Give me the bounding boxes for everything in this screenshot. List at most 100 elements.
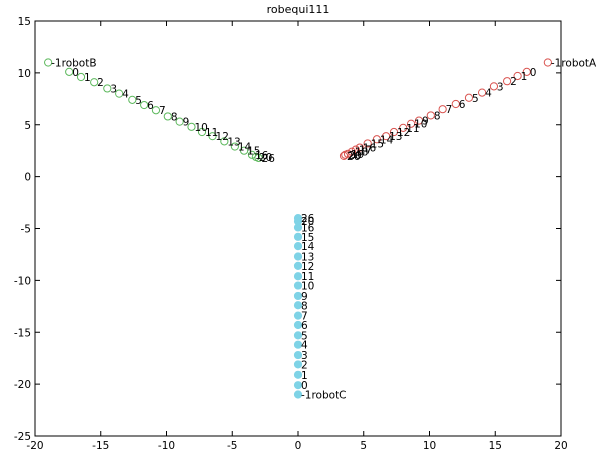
- data-point: [208, 132, 217, 141]
- data-point: [151, 106, 161, 115]
- x-tick-label: 0: [295, 440, 302, 452]
- data-point: [187, 122, 196, 131]
- data-point: [293, 370, 303, 379]
- data-point: [399, 123, 408, 132]
- data-point: [175, 117, 184, 126]
- data-point: [502, 77, 512, 86]
- data-point: [293, 301, 303, 310]
- data-point: [478, 88, 487, 97]
- data-point: [351, 145, 360, 154]
- data-point-label: 3: [497, 81, 504, 93]
- data-point-label: 6: [147, 100, 154, 112]
- data-point: [293, 252, 303, 261]
- data-point: [115, 89, 124, 98]
- data-point-label: 13: [227, 136, 240, 148]
- data-point-label: 3: [301, 350, 308, 362]
- data-point: [293, 281, 303, 290]
- data-point-label: 12: [301, 261, 314, 273]
- data-point-label: 7: [446, 104, 453, 116]
- data-point: [513, 71, 522, 81]
- data-point-label: 0: [530, 67, 537, 79]
- x-tick-label: 15: [489, 440, 502, 452]
- data-point-label: 9: [422, 116, 429, 128]
- data-point-label: 5: [301, 330, 308, 342]
- data-point-label: 1: [84, 72, 91, 84]
- data-point: [438, 105, 447, 114]
- data-point-label: 14: [380, 134, 394, 146]
- y-tick-label: 0: [24, 172, 31, 184]
- data-point-label: 3: [110, 83, 117, 95]
- data-point-label: 20: [348, 150, 361, 162]
- data-point-label: 16: [363, 143, 377, 155]
- series-robotA: -1robotA01234567891011121314151617181920…: [339, 58, 597, 163]
- data-point: [372, 135, 381, 144]
- data-point-label: 5: [472, 93, 479, 105]
- data-point-label: 6: [459, 99, 466, 111]
- data-point-label: 20: [259, 152, 272, 164]
- data-point-label: 2: [301, 359, 308, 371]
- data-point: [293, 311, 303, 320]
- data-point-label: 4: [485, 88, 492, 100]
- data-point-label: 8: [171, 111, 178, 123]
- y-tick-label: -10: [14, 275, 31, 287]
- data-point-label: 2: [510, 76, 517, 88]
- data-point: [65, 67, 74, 76]
- data-point: [363, 139, 372, 148]
- data-point: [414, 116, 424, 125]
- data-point-label: 7: [159, 105, 166, 117]
- data-point: [293, 214, 303, 223]
- data-point-label: 4: [122, 89, 129, 101]
- data-point-label: 15: [371, 138, 384, 150]
- data-point: [426, 111, 435, 120]
- data-point: [293, 232, 303, 241]
- data-point: [90, 78, 99, 87]
- x-tick-label: -15: [92, 440, 109, 452]
- data-point-label: -1robotC: [301, 390, 347, 402]
- data-point-label: 13: [301, 252, 314, 264]
- y-tick-label: 5: [24, 120, 31, 132]
- data-point: [293, 291, 303, 301]
- data-point-label: -1robotB: [51, 58, 96, 70]
- data-point-label: 1: [521, 71, 528, 83]
- data-point: [230, 142, 239, 151]
- data-point: [247, 150, 257, 159]
- data-point: [543, 58, 552, 67]
- data-point: [293, 360, 303, 369]
- data-point-label: 17: [359, 145, 372, 157]
- data-point: [293, 340, 303, 349]
- data-point-label: 9: [183, 117, 190, 129]
- data-point-label: 14: [238, 142, 252, 154]
- data-point-label: 15: [301, 232, 314, 244]
- data-point-label: 26: [347, 151, 361, 163]
- data-point-label: 4: [301, 340, 308, 352]
- x-tick-label: 5: [360, 440, 367, 452]
- data-point-label: 15: [247, 146, 260, 158]
- data-point: [140, 100, 149, 110]
- data-point-label: 16: [255, 150, 269, 162]
- data-point: [293, 261, 303, 270]
- data-point: [522, 67, 531, 76]
- data-point-label: 26: [262, 153, 276, 165]
- data-point: [293, 272, 303, 281]
- data-point: [293, 242, 303, 251]
- data-point-label: 11: [406, 123, 419, 135]
- data-point: [76, 72, 86, 82]
- x-tick-label: -10: [158, 440, 175, 452]
- y-tick-label: 15: [18, 16, 31, 28]
- y-tick-label: 10: [18, 68, 31, 80]
- data-point-label: 12: [397, 127, 410, 139]
- data-point: [382, 132, 391, 141]
- data-point-label: 11: [205, 127, 218, 139]
- data-point: [293, 390, 303, 399]
- x-tick-label: -5: [227, 440, 237, 452]
- data-point: [389, 127, 399, 137]
- data-point-label: 13: [389, 131, 402, 143]
- data-point-label: 5: [135, 95, 142, 107]
- data-point-label: 14: [301, 241, 315, 253]
- data-point-label: 10: [301, 281, 314, 293]
- data-point: [128, 95, 137, 104]
- data-point: [489, 82, 499, 91]
